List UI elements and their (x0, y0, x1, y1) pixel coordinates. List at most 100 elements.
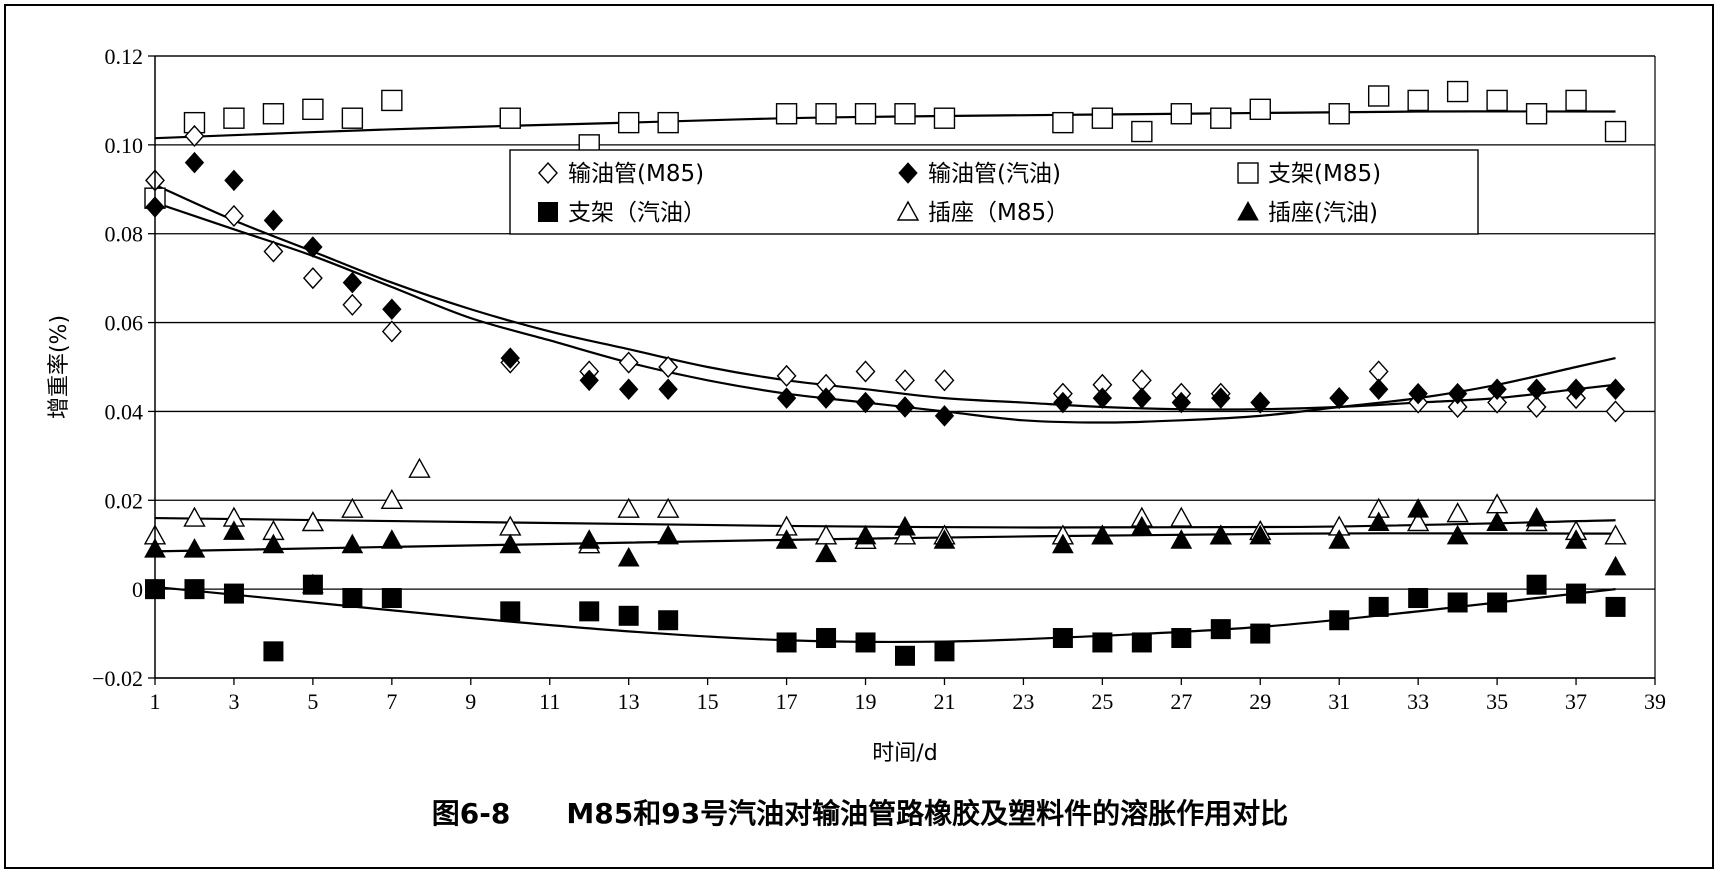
legend: 输油管(M85) 输油管(汽油) 支架(M85) 支架（汽油） 插座（M85） 插座(汽油… (509, 149, 1479, 235)
data-point (499, 533, 522, 554)
trendline (154, 532, 1616, 553)
data-point (579, 369, 599, 392)
data-point (1525, 103, 1548, 125)
data-point (224, 204, 244, 227)
data-point (775, 103, 798, 125)
data-point (934, 405, 955, 427)
data-point (1368, 360, 1389, 383)
y-tick-label: 0.08 (105, 222, 144, 247)
data-point (408, 457, 431, 478)
data-point (1328, 529, 1351, 549)
data-point (302, 98, 324, 121)
data-point (1368, 596, 1389, 617)
data-point (854, 524, 877, 545)
data-point (500, 347, 520, 369)
data-point (381, 588, 402, 609)
data-point (1052, 111, 1074, 134)
data-point (1052, 533, 1074, 554)
data-point (1210, 107, 1232, 129)
trendline (154, 201, 1616, 424)
data-point (1447, 395, 1468, 419)
data-point (816, 628, 837, 649)
data-point (658, 610, 679, 631)
data-point (1486, 511, 1508, 531)
data-point (657, 111, 679, 134)
data-point (263, 240, 284, 263)
axes (148, 55, 1656, 685)
legend-marker (1237, 200, 1259, 221)
data-point (894, 103, 916, 125)
data-point (658, 378, 678, 400)
data-point (342, 588, 363, 609)
x-tick-label: 7 (386, 689, 397, 714)
data-point (617, 547, 640, 567)
data-point (1052, 628, 1073, 649)
data-point (223, 107, 245, 129)
data-point (1211, 387, 1231, 409)
data-point (656, 497, 680, 518)
data-point (301, 511, 325, 532)
data-point (1329, 610, 1350, 631)
y-tick-labels: −0.02 0 0.02 0.04 0.06 0.08 0.10 0.12 (92, 44, 143, 691)
data-point (224, 169, 244, 192)
data-point (894, 515, 916, 536)
trendline (154, 183, 1616, 411)
data-point (380, 488, 404, 509)
data-point (1407, 89, 1429, 112)
data-point (1130, 515, 1153, 536)
x-tick-label: 3 (228, 689, 239, 714)
data-point (1446, 524, 1469, 545)
legend-label: 插座(汽油) (1268, 200, 1378, 226)
data-point (1131, 632, 1152, 653)
data-point (855, 391, 876, 414)
data-point (1170, 103, 1193, 125)
figure-caption: 图6-8 M85和93号汽油对输油管路橡胶及塑料件的溶胀作用对比 (431, 797, 1289, 830)
data-point (1132, 387, 1152, 409)
data-point (183, 538, 206, 558)
data-point (617, 111, 640, 134)
data-point (1328, 103, 1350, 125)
data-point (578, 529, 601, 549)
data-point (1604, 120, 1627, 143)
data-point (814, 524, 838, 545)
data-point (1210, 619, 1231, 640)
data-point (776, 364, 797, 387)
data-point (895, 396, 915, 418)
x-tick-label: 19 (855, 689, 877, 714)
data-point (1565, 529, 1587, 549)
data-point (302, 267, 323, 290)
data-point (302, 574, 323, 595)
data-point (579, 601, 600, 622)
data-point (1526, 395, 1547, 419)
data-point (1131, 120, 1153, 143)
data-point (342, 271, 363, 294)
data-point (380, 529, 403, 549)
data-point (382, 298, 402, 320)
legend-label: 支架(M85) (1268, 161, 1381, 187)
chart: 1 3 5 7 9 11 13 15 17 19 21 23 25 27 29 31 33 35 37 39 −0.0… (47, 44, 1666, 766)
data-point (1406, 511, 1430, 532)
data-point (1171, 391, 1191, 414)
data-point (657, 524, 680, 545)
data-point (815, 542, 837, 563)
data-point (933, 529, 956, 549)
data-point (1408, 588, 1429, 609)
data-point (1487, 391, 1508, 414)
data-point (184, 579, 205, 600)
figure-frame (4, 4, 1714, 869)
y-axis-title: 增重率(%) (47, 315, 72, 419)
data-point (933, 107, 956, 129)
legend-marker (898, 162, 918, 184)
trendline (154, 110, 1616, 140)
data-point (619, 378, 639, 400)
data-point (1446, 502, 1469, 523)
legend-label: 输油管(M85) (568, 161, 704, 187)
legend-marker (896, 200, 920, 221)
data-point (1566, 583, 1587, 604)
legend-label: 输油管(汽油) (928, 161, 1061, 187)
data-point (499, 515, 522, 536)
data-point (303, 236, 323, 258)
data-point (184, 151, 205, 174)
data-point (1605, 378, 1626, 400)
data-point (1171, 628, 1192, 649)
